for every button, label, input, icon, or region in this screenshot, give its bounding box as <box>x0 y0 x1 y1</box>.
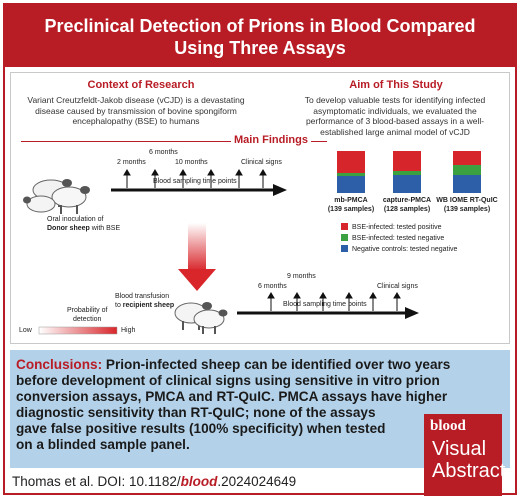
recipient-sheep-label: recipient sheep <box>122 302 175 309</box>
recipient-tick-label: 9 months <box>287 273 316 280</box>
legend-item-infected-negative: BSE-infected: tested negative <box>341 234 444 242</box>
legend-swatch <box>341 234 348 241</box>
donor-caption-line-1: Oral inoculation of <box>47 216 104 223</box>
context-line: disease caused by transmission of bovine… <box>35 105 237 116</box>
recipient-caption-line-1: Blood transfusion <box>115 293 170 300</box>
citation-suffix: .2024024649 <box>217 474 297 489</box>
timeline-diagram <box>23 169 419 335</box>
assay-name: mb-PMCA <box>334 197 368 204</box>
legend-swatch <box>341 245 348 252</box>
aim-title: Aim of This Study <box>349 79 443 91</box>
aim-line: asymptomatic individuals, we evaluated t… <box>313 105 477 116</box>
bar-segment-infected-negative <box>393 171 421 175</box>
recipient-ticks <box>267 292 401 311</box>
probability-gradient-bar <box>38 326 118 335</box>
conclusions-label: Conclusions: <box>16 357 103 372</box>
recipient-caption-prefix: to <box>115 302 123 309</box>
recipient-tick-label: 6 months <box>258 283 287 290</box>
donor-ticks <box>123 169 267 188</box>
citation-prefix: Thomas et al. DOI: 10.1182/ <box>12 474 181 489</box>
donor-tick-label: 2 months <box>117 159 146 166</box>
bar-segment-control-negative <box>393 175 421 193</box>
bar-segment-infected-negative <box>337 173 365 176</box>
legend-label: BSE-infected: tested negative <box>352 235 445 242</box>
legend-label: Negative controls: tested negative <box>352 246 458 253</box>
donor-caption-rest: with BSE <box>89 225 121 232</box>
donor-arrowhead <box>273 184 287 196</box>
recipient-tick-label: Clinical signs <box>377 283 418 290</box>
aim-text: To develop valuable tests for identifyin… <box>279 95 511 137</box>
assay-label-rt-quic: WB IOME RT-QuIC (139 samples) <box>433 197 501 214</box>
conclusions-line: Conclusions: Prion-infected sheep can be… <box>16 357 450 373</box>
assay-samples: (139 samples) <box>443 205 491 213</box>
aim-line: performance of 3 blood-based assays in a… <box>305 116 485 126</box>
conclusions-line: diagnostic sensitivity than RT-QuIC; non… <box>16 405 376 420</box>
probability-high-label: High <box>121 327 136 334</box>
assay-bar-capture-pmca <box>393 151 421 193</box>
assay-name: capture-PMCA <box>382 197 432 204</box>
findings-rule-left <box>21 141 231 142</box>
title-banner: Preclinical Detection of Prions in Blood… <box>5 5 515 67</box>
assay-samples: (128 samples) <box>383 205 431 213</box>
donor-axis-label: Blood sampling time points <box>153 178 237 185</box>
title-line-1: Preclinical Detection of Prions in Blood… <box>44 16 476 36</box>
legend-label: BSE-infected: tested positive <box>352 224 442 231</box>
conclusions-line: on a blinded sample panel. <box>16 437 190 452</box>
legend-swatch <box>341 223 348 230</box>
logo-line-1: Visual <box>432 438 487 460</box>
citation-journal: blood <box>180 474 218 489</box>
findings-panel: Context of Research Variant Creutzfeldt-… <box>10 72 510 344</box>
donor-caption-line-2: Donor sheep with BSE <box>47 225 120 232</box>
logo-brand: blood <box>430 418 466 434</box>
conclusions-line: before development of clinical signs usi… <box>16 373 440 388</box>
bar-segment-control-negative <box>337 176 365 193</box>
findings-rule-right <box>311 141 327 142</box>
transfer-arrow <box>178 223 216 291</box>
donor-sheep-label: Donor sheep <box>47 225 90 232</box>
main-findings-title: Main Findings <box>234 134 308 146</box>
assay-name: WB IOME RT-QuIC <box>436 197 498 204</box>
blood-visual-abstract-logo: blood Visual Abstract <box>424 414 506 496</box>
assay-label-capture-pmca: capture-PMCA (128 samples) <box>373 197 441 214</box>
donor-tick-label: Clinical signs <box>241 159 282 166</box>
logo-line-2: Abstract <box>432 460 506 482</box>
aim-line: established large animal model of vCJD <box>320 126 470 137</box>
probability-low-label: Low <box>19 327 32 334</box>
bar-segment-positive <box>453 151 481 165</box>
legend-item-control-negative: Negative controls: tested negative <box>341 245 457 253</box>
citation: Thomas et al. DOI: 10.1182/blood.2024024… <box>12 474 296 489</box>
recipient-sheep-icon <box>174 302 228 334</box>
recipient-caption-line-2: to recipient sheep <box>115 302 174 309</box>
title-line-2: Using Three Assays <box>174 38 346 58</box>
assay-bar-rt-quic <box>453 151 481 193</box>
context-title: Context of Research <box>87 79 195 91</box>
bar-segment-infected-negative <box>453 165 481 175</box>
bar-segment-control-negative <box>453 175 481 193</box>
legend-item-positive: BSE-infected: tested positive <box>341 223 442 231</box>
donor-sheep-icon <box>23 179 90 214</box>
context-line: encephalopathy (BSE) to humans <box>72 116 200 126</box>
bar-segment-positive <box>393 151 421 171</box>
context-line: Variant Creutzfeldt-Jakob disease (vCJD)… <box>27 95 245 105</box>
conclusions-panel: Conclusions: Prion-infected sheep can be… <box>10 350 510 468</box>
assay-bar-mb-pmca <box>337 151 365 193</box>
conclusions-line: gave false positive results (100% specif… <box>16 421 386 436</box>
probability-label-line-1: Probability of <box>67 307 108 314</box>
recipient-arrowhead <box>405 307 419 319</box>
donor-tick-label: 10 months <box>175 159 208 166</box>
assay-label-mb-pmca: mb-PMCA (139 samples) <box>321 197 381 214</box>
assay-samples: (139 samples) <box>327 205 375 213</box>
conclusions-line-text: Prion-infected sheep can be identified o… <box>102 357 451 372</box>
aim-line: To develop valuable tests for identifyin… <box>304 95 486 105</box>
probability-label-line-2: detection <box>73 316 102 323</box>
conclusions-line: conversion assays, PMCA and RT-QuIC. PMC… <box>16 389 448 404</box>
recipient-axis-label: Blood sampling time points <box>283 301 367 308</box>
context-text: Variant Creutzfeldt-Jakob disease (vCJD)… <box>11 95 261 127</box>
bar-segment-positive <box>337 151 365 173</box>
conclusions-text: Conclusions: Prion-infected sheep can be… <box>16 357 450 453</box>
donor-tick-label: 6 months <box>149 149 178 156</box>
